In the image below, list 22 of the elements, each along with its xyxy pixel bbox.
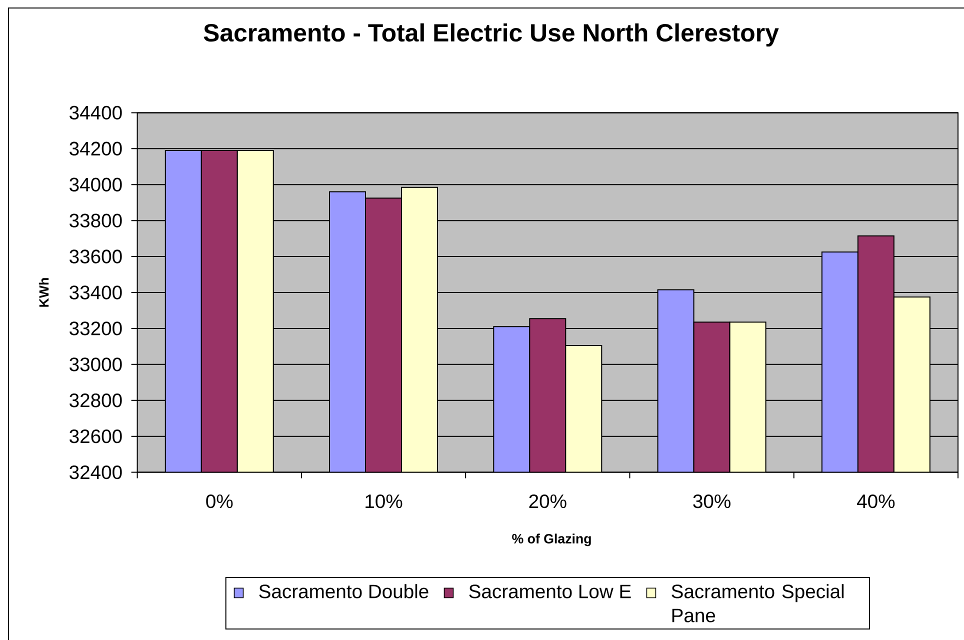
y-tick-label: 33800 <box>70 214 122 228</box>
y-tick-label: 32800 <box>70 394 122 408</box>
x-tick-label: 10% <box>366 494 402 508</box>
legend-label: Sacramento Special Pane <box>672 584 844 622</box>
x-tick-label: 40% <box>857 494 895 508</box>
legend-label: Sacramento Low E <box>469 584 631 598</box>
x-tick-label: 20% <box>529 494 566 508</box>
y-tick-label: 33200 <box>70 322 122 336</box>
chart-title: Sacramento - Total Electric Use North Clerestory <box>204 23 779 47</box>
y-tick-label: 33600 <box>70 250 122 264</box>
y-tick-label: 34000 <box>70 178 122 192</box>
legend-label: Sacramento Double <box>259 584 428 598</box>
x-tick-label: 30% <box>693 494 730 508</box>
y-tick-label: 32600 <box>70 429 122 444</box>
y-tick-label: 33400 <box>70 286 122 300</box>
y-tick-label: 34200 <box>70 142 122 156</box>
x-tick-label: 0% <box>206 494 233 508</box>
y-tick-label: 33000 <box>70 358 122 372</box>
x-axis-title: % of Glazing <box>512 534 591 546</box>
y-axis-title: KWh <box>38 278 49 307</box>
y-tick-label: 34400 <box>70 106 122 120</box>
y-tick-label: 32400 <box>70 465 122 480</box>
